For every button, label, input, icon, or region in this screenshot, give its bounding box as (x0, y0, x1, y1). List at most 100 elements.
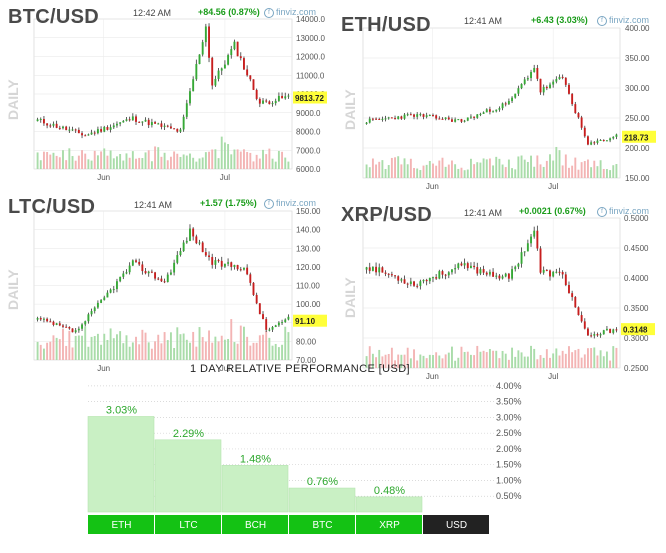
candle-body (287, 316, 290, 320)
last-price-badge (622, 130, 656, 143)
volume-bar (125, 335, 128, 360)
candle-body (561, 272, 564, 275)
y-tick-label: 0.5000 (624, 214, 649, 223)
btc-chart-svg: 14000.013000.012000.011000.010000.09000.… (5, 15, 327, 182)
volume-bar (125, 153, 128, 169)
volume-bar (523, 356, 526, 368)
candle-body (517, 263, 520, 267)
candle-body (74, 129, 77, 131)
volume-bar (96, 155, 99, 169)
volume-bar (435, 165, 438, 178)
symbol-title: ETH/USD (341, 14, 431, 36)
candle-body (387, 273, 390, 275)
candle-body (454, 268, 457, 270)
candle-body (561, 76, 564, 78)
volume-bar (144, 332, 147, 360)
volume-bar (488, 158, 491, 178)
volume-bar (371, 353, 374, 368)
candle-body (46, 123, 49, 126)
x-tick-label: Jun (97, 173, 110, 182)
volume-bar (227, 338, 230, 360)
volume-bar (223, 142, 226, 169)
candle-body (233, 264, 236, 267)
candle-body (81, 324, 83, 329)
volume-bar (577, 169, 580, 178)
performance-title: 1 DAY RELATIVE PERFORMANCE [USD] (190, 363, 411, 375)
volume-bar (447, 352, 450, 368)
volume-bar (255, 154, 258, 169)
volume-bar (520, 155, 523, 178)
volume-bar (485, 352, 488, 368)
volume-bar (55, 337, 58, 360)
volume-bar (425, 164, 428, 178)
volume-bar (246, 151, 249, 169)
candle-body (609, 328, 612, 333)
currency-tab (289, 515, 355, 534)
candle-body (447, 117, 450, 120)
candle-body (214, 260, 217, 265)
candle-body (100, 129, 103, 132)
volume-bar (169, 332, 172, 360)
symbol-title: LTC/USD (8, 196, 96, 218)
volume-bar (387, 165, 390, 178)
candle-body (90, 311, 93, 315)
x-tick-label: Jul (548, 182, 558, 191)
volume-bar (549, 357, 551, 368)
volume-bar (36, 152, 39, 169)
volume-bar (419, 354, 422, 368)
candle-body (583, 321, 586, 329)
y-tick-label: 400.00 (625, 24, 650, 33)
candle-body (249, 274, 252, 283)
ltc-chart-svg: 150.00140.00130.00120.00110.00100.0090.0… (5, 207, 327, 373)
volume-bar (90, 160, 93, 169)
candle-body (154, 122, 157, 124)
volume-bar (368, 346, 371, 368)
period-watermark: DAILY (5, 269, 21, 310)
currency-tab-label: XRP (379, 520, 400, 531)
candle-body (375, 118, 378, 120)
candle-body (147, 271, 150, 274)
candle-body (558, 271, 561, 273)
candle-body (451, 119, 453, 122)
volume-bar (116, 334, 118, 360)
volume-bar (255, 342, 258, 360)
volume-bar (507, 359, 510, 368)
volume-bar (179, 156, 182, 169)
candle-body (214, 78, 217, 86)
volume-bar (211, 342, 214, 360)
volume-bar (233, 149, 236, 169)
volume-bar (451, 346, 453, 368)
volume-bar (571, 165, 574, 178)
candle-body (173, 128, 176, 130)
candle-body (435, 277, 438, 279)
candle-body (208, 255, 210, 258)
candle-body (262, 100, 264, 104)
last-price-badge (621, 323, 655, 336)
volume-bar (100, 151, 103, 169)
candle-body (258, 303, 261, 315)
volume-bar (438, 355, 441, 368)
candle-body (192, 228, 195, 237)
volume-bar (542, 166, 545, 178)
candle-body (406, 114, 409, 116)
volume-bar (87, 159, 90, 169)
candle-body (135, 116, 137, 122)
candle-body (368, 267, 371, 271)
volume-bar (195, 346, 198, 360)
candle-body (568, 285, 570, 294)
y-tick-label: 6000.0 (296, 165, 321, 174)
volume-bar (87, 346, 90, 360)
candle-body (227, 55, 230, 65)
candle-body (564, 274, 567, 286)
candle-body (526, 77, 529, 80)
candle-body (365, 122, 368, 124)
volume-bar (284, 157, 287, 169)
y-tick-label: 14000.0 (296, 15, 325, 24)
volume-bar (492, 165, 495, 178)
volume-bar (454, 164, 457, 178)
chart-panel-eth: 400.00 350.00 300.00 250.00 200.00 150.00 Jun J… (333, 0, 666, 191)
watermark: f finviz.com (264, 7, 316, 18)
volume-bar (504, 167, 507, 178)
volume-bar (530, 345, 532, 368)
candle-body (277, 322, 280, 326)
